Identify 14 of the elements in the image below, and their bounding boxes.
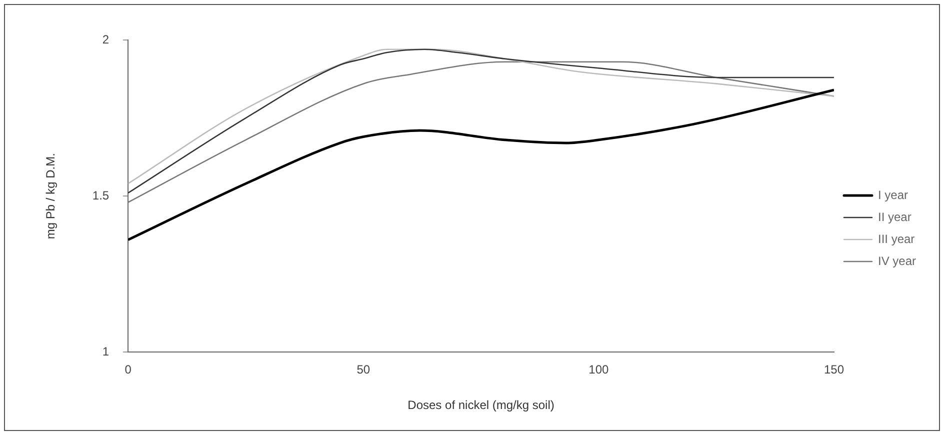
legend-label: I year xyxy=(878,188,908,202)
x-tick-label: 150 xyxy=(824,362,844,377)
x-axis-title: Doses of nickel (mg/kg soil) xyxy=(408,398,554,412)
y-axis-title: mg Pb / kg D.M. xyxy=(44,153,58,240)
y-tick-label: 1 xyxy=(102,344,110,359)
legend-label: IV year xyxy=(878,254,916,268)
line-series xyxy=(128,88,834,242)
legend-label: III year xyxy=(878,232,915,246)
x-tick-label: 0 xyxy=(124,362,132,377)
x-tick-label: 50 xyxy=(356,362,370,377)
y-tick-label: 2 xyxy=(102,32,110,46)
x-tick-label: 100 xyxy=(588,362,610,377)
y-tick-label: 1.5 xyxy=(92,188,110,202)
legend-label: II year xyxy=(878,210,912,224)
